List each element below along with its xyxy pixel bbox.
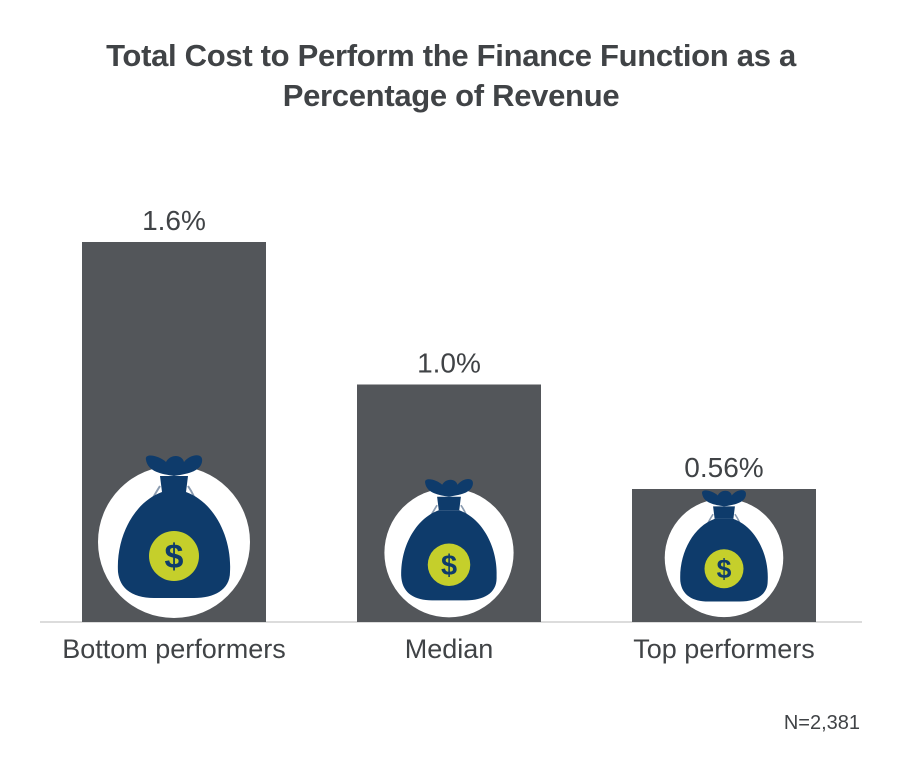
money-bag-icon: $ [384, 479, 514, 618]
bag-neck [437, 496, 461, 511]
dollar-sign: $ [165, 538, 184, 576]
bag-neck [160, 476, 188, 492]
bar-group: 1.0% Median $ [357, 348, 541, 664]
bag-top [145, 455, 203, 476]
bar-group: 0.56% Top performers $ [632, 452, 816, 664]
x-tick-label: Median [405, 634, 494, 664]
data-label: 1.6% [142, 205, 206, 236]
x-tick-label: Top performers [633, 634, 815, 664]
data-label: 0.56% [684, 452, 763, 483]
dollar-sign: $ [441, 550, 457, 582]
data-label: 1.0% [417, 348, 481, 379]
chart-title-line-2: Percentage of Revenue [282, 78, 620, 113]
sample-size-note: N=2,381 [783, 712, 860, 734]
chart-title: Total Cost to Perform the Finance Functi… [0, 36, 902, 116]
dollar-sign: $ [717, 554, 732, 584]
coin [427, 543, 471, 586]
coin [704, 549, 744, 589]
bar-group: 1.6% Bottom performers $ [62, 205, 286, 664]
money-bag-icon: $ [98, 455, 250, 618]
bag-neck [713, 506, 735, 519]
bag-top [425, 479, 473, 497]
chart-title-line-1: Total Cost to Perform the Finance Functi… [106, 38, 796, 73]
bag-top [702, 490, 746, 507]
coin [149, 531, 199, 581]
x-tick-label: Bottom performers [62, 634, 286, 664]
money-bag-icon: $ [664, 490, 784, 618]
